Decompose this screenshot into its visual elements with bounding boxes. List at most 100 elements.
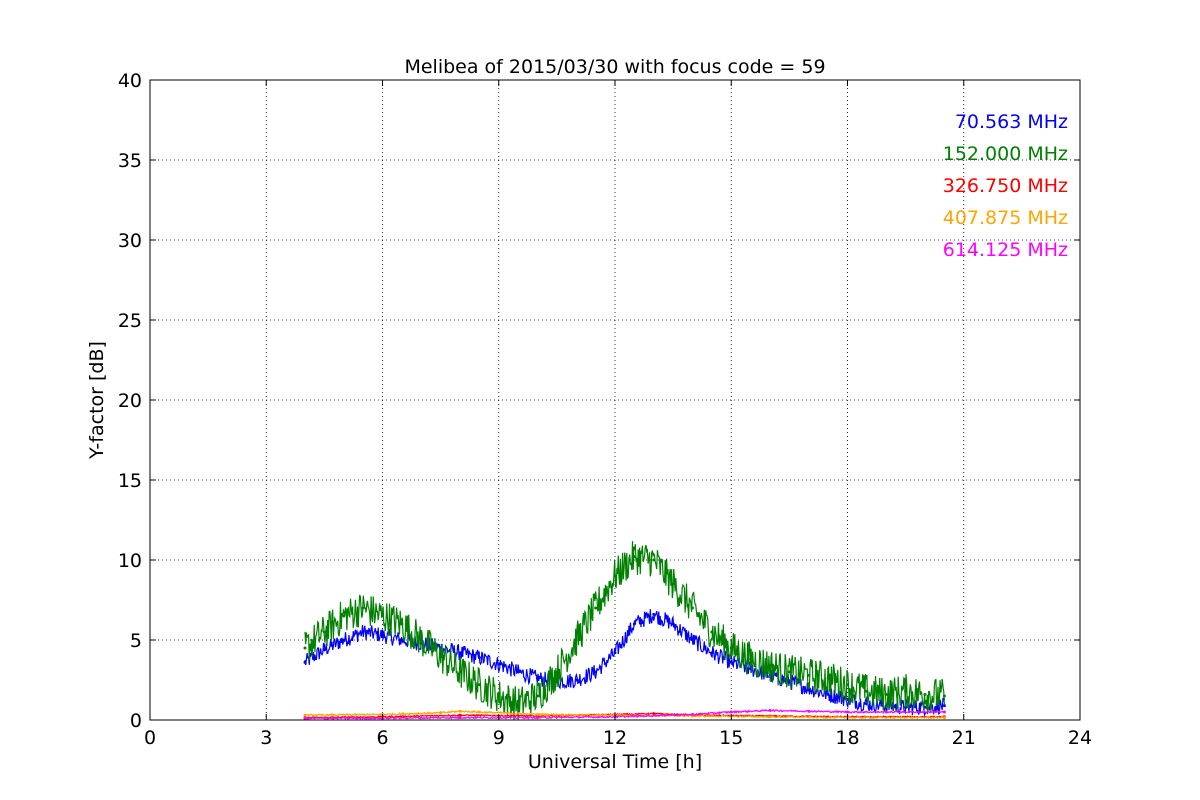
data-point (768, 664, 772, 668)
data-point (342, 638, 346, 642)
data-point (322, 648, 326, 652)
data-point (652, 612, 656, 616)
data-point (458, 709, 462, 713)
y-tick-label: 5 (130, 630, 142, 652)
data-point (477, 710, 481, 714)
axis-ticks (149, 79, 1081, 721)
data-point (400, 638, 404, 642)
data-point (691, 606, 694, 610)
data-point (671, 582, 675, 586)
data-point (826, 692, 830, 696)
data-point (574, 638, 578, 642)
data-point (458, 716, 462, 720)
x-tick-label: 15 (719, 727, 743, 749)
data-point (826, 676, 830, 680)
y-tick-label: 0 (130, 710, 142, 732)
legend-entry: 70.563 MHz (955, 111, 1068, 133)
data-point (303, 646, 307, 650)
data-point (536, 716, 539, 720)
series-4 (303, 708, 946, 721)
data-point (516, 702, 520, 706)
data-point (497, 662, 501, 666)
data-point (749, 657, 753, 661)
data-point (458, 651, 462, 655)
legend-entry: 614.125 MHz (943, 239, 1068, 261)
grid (150, 80, 1080, 720)
x-tick-label: 24 (1068, 727, 1092, 749)
data-point (477, 683, 481, 687)
y-tick-label: 25 (118, 310, 142, 332)
data-point (613, 651, 617, 655)
data-point (361, 630, 365, 634)
data-point (536, 712, 539, 716)
x-tick-labels: 0 3 6 9 12 15 18 21 24 (144, 727, 1092, 749)
data-point (691, 712, 694, 716)
series-1 (303, 541, 946, 720)
data-point (342, 614, 346, 618)
data-point (497, 694, 501, 698)
data-point (536, 676, 539, 680)
data-point (322, 630, 326, 634)
data-point (787, 670, 791, 674)
data-point (923, 692, 927, 696)
data-point (652, 558, 656, 562)
y-tick-label: 40 (118, 70, 142, 92)
data-point (942, 694, 946, 698)
data-point (613, 574, 617, 578)
x-tick-label: 21 (952, 727, 976, 749)
data-point (865, 689, 869, 693)
x-tick-label: 3 (260, 727, 272, 749)
data-point (536, 694, 539, 698)
data-point (884, 710, 888, 714)
plot-area (303, 541, 946, 721)
legend-entry: 407.875 MHz (943, 207, 1068, 229)
data-point (632, 622, 636, 626)
data-point (710, 630, 714, 634)
data-point (942, 716, 946, 720)
x-tick-label: 6 (376, 727, 388, 749)
data-point (419, 638, 423, 642)
y-axis-label: Y-factor [dB] (86, 341, 108, 460)
data-point (400, 622, 404, 626)
data-point (768, 708, 772, 712)
data-point (439, 654, 443, 658)
y-tick-label: 20 (118, 390, 142, 412)
y-tick-label: 35 (118, 150, 142, 172)
data-point (381, 614, 384, 618)
data-point (594, 670, 598, 674)
x-tick-label: 18 (835, 727, 859, 749)
data-point (516, 670, 520, 674)
data-point (594, 606, 598, 610)
data-point (303, 660, 307, 664)
data-point (846, 710, 849, 714)
data-point (846, 683, 849, 687)
legend-entry: 326.750 MHz (943, 175, 1068, 197)
x-tick-label: 12 (603, 727, 627, 749)
data-point (574, 678, 578, 682)
x-tick-label: 9 (493, 727, 505, 749)
series-trace (305, 711, 945, 719)
y-tick-label: 10 (118, 550, 142, 572)
data-point (671, 622, 675, 626)
data-point (458, 713, 462, 717)
data-point (477, 656, 481, 660)
data-point (942, 710, 946, 714)
data-point (303, 716, 307, 720)
series-trace (304, 541, 945, 720)
legend-entry: 152.000 MHz (943, 143, 1068, 165)
data-point (361, 606, 365, 610)
data-point (381, 633, 384, 637)
series-3 (303, 709, 946, 720)
legend: 70.563 MHz 152.000 MHz 326.750 MHz 407.875 … (943, 111, 1068, 261)
y-tick-label: 30 (118, 230, 142, 252)
series-trace (304, 709, 945, 720)
data-point (904, 689, 908, 693)
series-trace (304, 708, 945, 721)
chart-title: Melibea of 2015/03/30 with focus code = … (404, 56, 825, 78)
data-point (632, 555, 636, 559)
x-tick-label: 0 (144, 727, 156, 749)
data-point (439, 711, 443, 715)
data-point (729, 646, 733, 650)
data-point (555, 670, 559, 674)
